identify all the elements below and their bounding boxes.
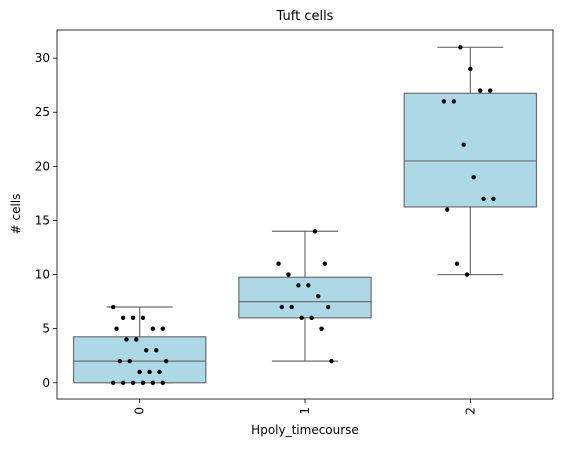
point	[150, 380, 156, 385]
point	[289, 304, 294, 310]
point	[319, 326, 324, 331]
point	[461, 142, 466, 147]
point	[130, 380, 136, 385]
point	[130, 315, 136, 321]
point	[468, 66, 473, 72]
point	[140, 380, 146, 385]
point	[276, 261, 281, 266]
box	[403, 92, 538, 208]
point	[120, 380, 126, 385]
point	[111, 380, 116, 385]
point	[127, 358, 132, 364]
x-tick-label: 0	[133, 407, 147, 415]
point	[309, 315, 314, 321]
point	[114, 326, 119, 331]
y-tick-label: 30	[35, 51, 50, 65]
chart-title: Tuft cells	[276, 9, 334, 24]
point	[150, 326, 156, 331]
y-tick-label: 5	[42, 322, 50, 336]
point	[491, 196, 496, 202]
box	[238, 276, 372, 319]
x-axis-label: Hpoly_timecourse	[251, 423, 359, 437]
x-tick-label: 1	[298, 407, 312, 415]
y-tick-label: 10	[35, 268, 50, 282]
point	[160, 380, 166, 385]
point	[471, 174, 476, 180]
point	[134, 337, 139, 342]
point	[322, 261, 328, 266]
point	[478, 88, 483, 93]
point	[279, 304, 285, 310]
point	[117, 358, 123, 364]
point	[316, 293, 321, 299]
point	[147, 369, 152, 375]
point	[120, 315, 126, 321]
point	[296, 283, 301, 288]
point	[487, 88, 493, 93]
point	[454, 261, 460, 266]
point	[144, 348, 149, 353]
y-axis-label: # cells	[9, 194, 23, 235]
y-tick-label: 15	[35, 213, 50, 227]
point	[329, 358, 334, 364]
point	[157, 369, 162, 375]
point	[140, 315, 146, 321]
y-tick-label: 0	[42, 376, 50, 390]
y-tick-label: 25	[35, 105, 50, 119]
point	[111, 304, 116, 310]
point	[464, 272, 470, 277]
point	[444, 207, 450, 212]
point	[481, 196, 486, 202]
point	[451, 99, 456, 104]
point	[458, 45, 463, 50]
point	[163, 358, 169, 364]
box	[72, 336, 207, 384]
point	[299, 315, 304, 321]
point	[124, 337, 129, 342]
point	[160, 326, 166, 331]
point	[441, 99, 447, 104]
point	[286, 272, 291, 277]
y-tick-label: 20	[35, 159, 50, 173]
x-tick-label: 2	[463, 407, 477, 415]
point	[312, 229, 318, 234]
point	[306, 283, 311, 288]
point	[154, 348, 159, 353]
point	[325, 304, 331, 310]
point	[137, 369, 142, 375]
